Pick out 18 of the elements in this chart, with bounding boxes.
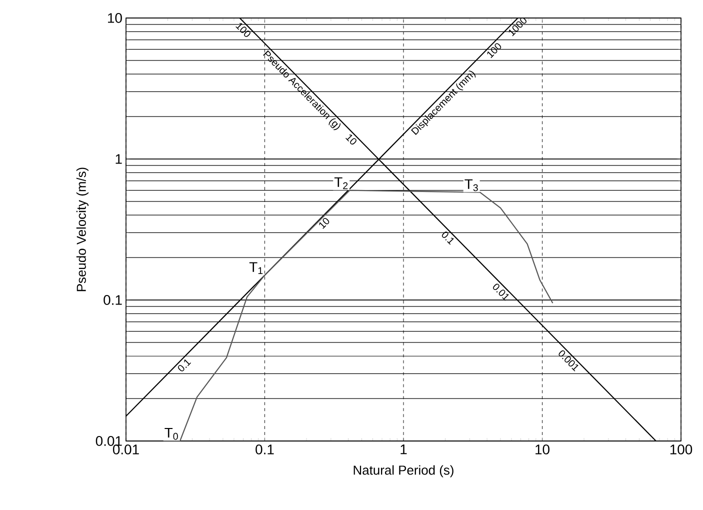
annotation: T$_{1}$ <box>249 262 263 274</box>
y-tick-label: 0.01 <box>96 436 122 446</box>
annotation: T$_{3}$ <box>464 179 478 192</box>
x-tick-label: 100 <box>670 444 692 454</box>
x-tick-label: 0.1 <box>256 444 274 454</box>
y-tick-label: 1 <box>116 154 122 164</box>
annotation: 0.1 <box>178 359 192 372</box>
annotation: T$_{0}$ <box>164 428 178 440</box>
x-axis-title: Natural Period (s) <box>354 465 454 478</box>
x-tick-label: 10 <box>536 444 550 454</box>
y-tick-label: 10 <box>108 13 122 23</box>
y-tick-label: 0.1 <box>104 295 122 305</box>
annotation: T$_{2}$ <box>334 177 348 190</box>
x-tick-label: 1 <box>400 444 407 454</box>
annotation: 10 <box>346 134 356 145</box>
annotation: 10 <box>319 218 330 229</box>
annotation: 100 <box>487 43 502 58</box>
y-axis-title: Pseudo Velocity (m/s) <box>76 168 88 292</box>
